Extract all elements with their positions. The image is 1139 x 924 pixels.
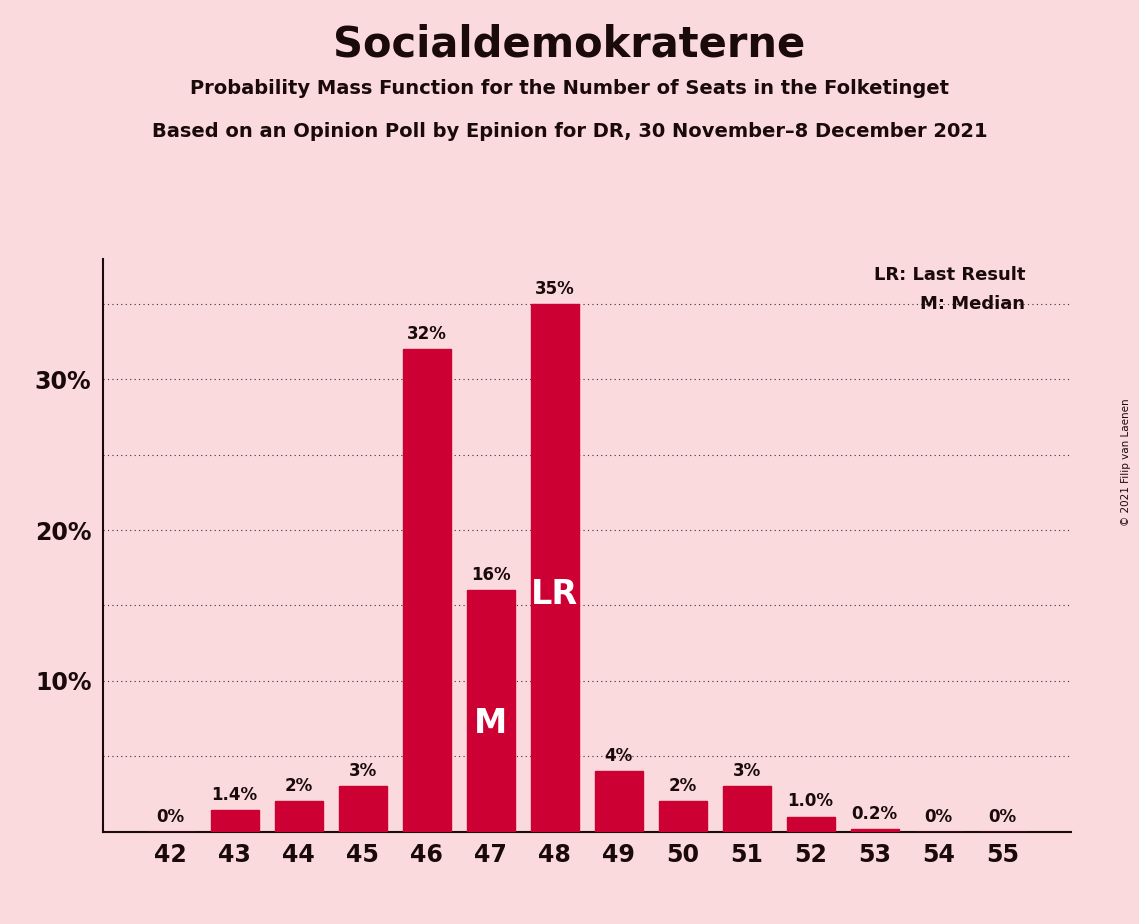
Text: 0%: 0%	[989, 808, 1017, 825]
Text: 0%: 0%	[925, 808, 952, 825]
Text: 3%: 3%	[349, 762, 377, 781]
Text: M: M	[474, 707, 507, 739]
Bar	[531, 304, 579, 832]
Bar	[274, 801, 322, 832]
Bar	[338, 786, 386, 832]
Text: 1.4%: 1.4%	[212, 786, 257, 805]
Text: M: Median: M: Median	[920, 295, 1025, 313]
Text: LR: LR	[531, 578, 579, 611]
Bar	[722, 786, 771, 832]
Text: 32%: 32%	[407, 325, 446, 343]
Text: 1.0%: 1.0%	[788, 793, 834, 810]
Bar	[402, 349, 451, 832]
Text: Probability Mass Function for the Number of Seats in the Folketinget: Probability Mass Function for the Number…	[190, 79, 949, 98]
Text: 16%: 16%	[470, 566, 510, 584]
Text: 4%: 4%	[605, 748, 633, 765]
Text: © 2021 Filip van Laenen: © 2021 Filip van Laenen	[1121, 398, 1131, 526]
Text: 2%: 2%	[285, 777, 313, 796]
Text: 0.2%: 0.2%	[852, 805, 898, 822]
Bar	[658, 801, 706, 832]
Text: LR: Last Result: LR: Last Result	[874, 266, 1025, 285]
Bar	[595, 772, 642, 832]
Text: Socialdemokraterne: Socialdemokraterne	[334, 23, 805, 65]
Bar	[211, 810, 259, 832]
Text: 0%: 0%	[156, 808, 185, 825]
Bar	[467, 590, 515, 832]
Text: 3%: 3%	[732, 762, 761, 781]
Bar	[851, 829, 899, 832]
Text: 35%: 35%	[534, 280, 574, 298]
Text: Based on an Opinion Poll by Epinion for DR, 30 November–8 December 2021: Based on an Opinion Poll by Epinion for …	[151, 122, 988, 141]
Bar	[787, 817, 835, 832]
Text: 2%: 2%	[669, 777, 697, 796]
